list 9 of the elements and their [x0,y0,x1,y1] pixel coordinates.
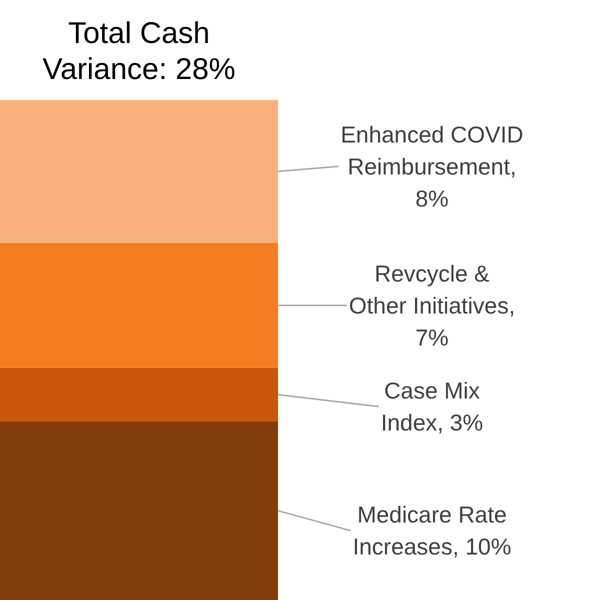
bar [0,100,278,243]
bar [0,242,278,368]
data-label: Medicare Rate Increases, 10% [352,502,512,560]
data-label: Case Mix Index, 3% [380,378,484,436]
bar [0,368,278,422]
data-label: Revcycle & Other Initiatives, 7% [348,260,516,350]
chart-title: Total Cash Variance: 28% [42,16,236,86]
data-label: Enhanced COVID Reimbursement, 8% [340,121,524,212]
bar [0,421,278,600]
